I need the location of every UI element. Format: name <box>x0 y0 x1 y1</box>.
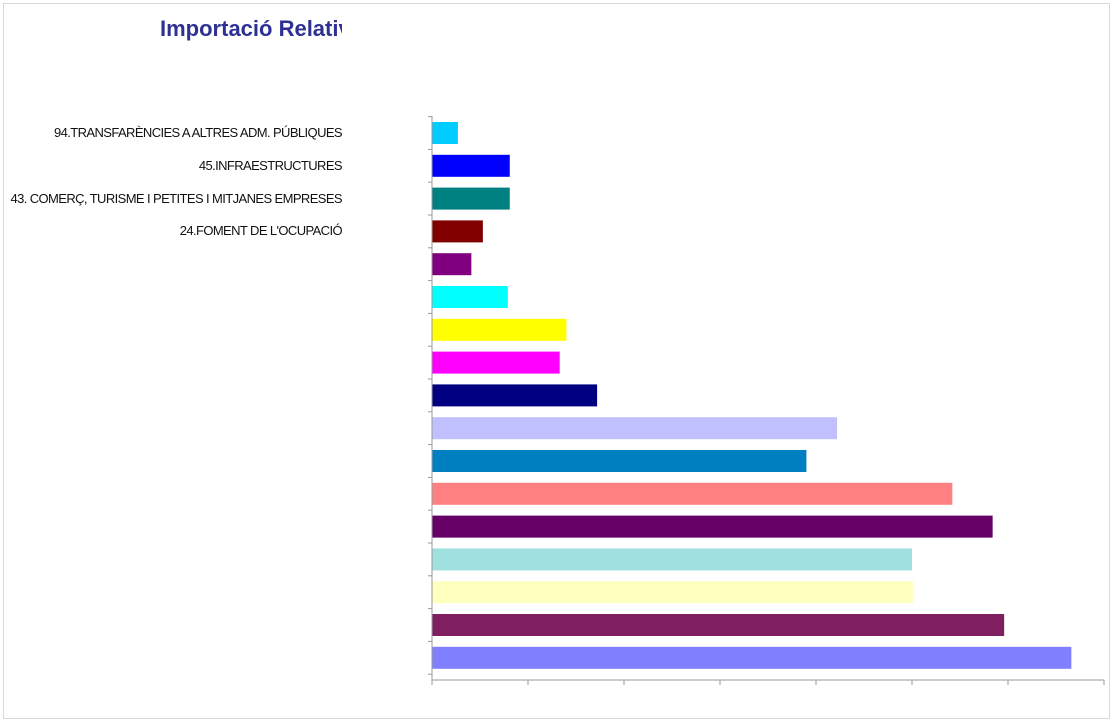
bar <box>432 646 1072 669</box>
bar <box>432 154 510 177</box>
bar <box>432 253 472 276</box>
category-label: 24.FOMENT DE L'OCUPACIÓ <box>179 223 342 239</box>
bar <box>432 187 510 210</box>
category-labels: 94.TRANSFARÈNCIES A ALTRES ADM. PÚBLIQUE… <box>0 0 342 724</box>
bar <box>432 351 560 374</box>
bar <box>432 614 1005 636</box>
category-label: 45.INFRAESTRUCTURES <box>198 157 342 173</box>
bar <box>432 220 483 243</box>
bar <box>432 482 953 505</box>
bar <box>432 318 567 341</box>
bar <box>432 515 993 538</box>
bar <box>432 384 598 407</box>
bar <box>432 122 458 144</box>
bar <box>432 450 807 472</box>
bar <box>432 417 838 440</box>
bar <box>432 286 508 308</box>
bar <box>432 548 912 571</box>
chart-title: Importació Relativa <box>160 16 342 41</box>
chart-frame <box>3 3 1110 719</box>
category-label: 43. COMERÇ, TURISME I PETITES I MITJANES… <box>10 190 342 206</box>
bar <box>432 581 913 604</box>
category-label: 94.TRANSFARÈNCIES A ALTRES ADM. PÚBLIQUE… <box>54 125 342 140</box>
